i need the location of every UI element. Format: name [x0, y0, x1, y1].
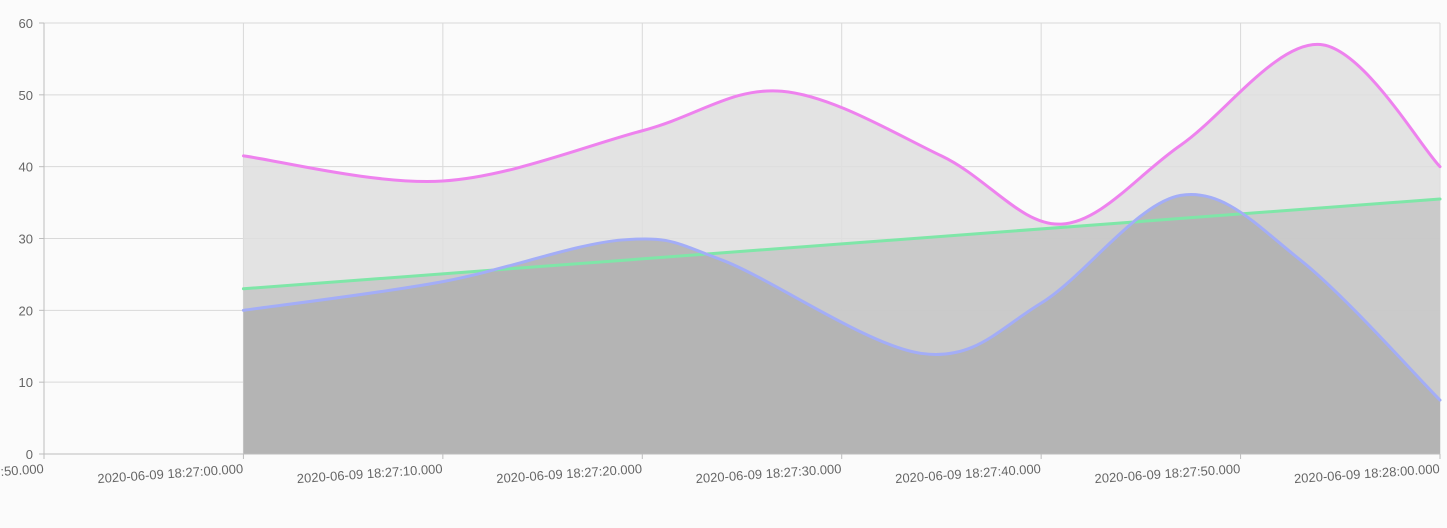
x-tick-label: 2020-06-09 18:27:30.000 — [695, 461, 842, 486]
y-tick-label: 50 — [19, 88, 33, 103]
series-areas — [243, 44, 1440, 454]
y-tick-label: 20 — [19, 303, 33, 318]
x-tick-label: 2020-06-09 18:27:20.000 — [496, 461, 643, 486]
series-1-line — [241, 43, 1442, 226]
y-tick-label: 0 — [26, 447, 33, 462]
y-tick-label: 60 — [19, 16, 33, 31]
series-lines — [241, 43, 1442, 402]
x-tick-label: 2020-06-09 18:27:40.000 — [895, 461, 1042, 486]
x-tick-label: 2020-06-09 18:26:50.000 — [0, 461, 44, 486]
y-tick-label: 10 — [19, 375, 33, 390]
x-tick-label: 2020-06-09 18:28:00.000 — [1294, 461, 1441, 486]
x-tick-label: 2020-06-09 18:27:00.000 — [97, 461, 244, 486]
axes — [43, 23, 1440, 455]
x-tick-label: 2020-06-09 18:27:50.000 — [1094, 461, 1241, 486]
y-tick-label: 40 — [19, 160, 33, 175]
series-3-area — [243, 194, 1440, 454]
series-3-line — [241, 193, 1442, 402]
y-tick-labels: 0 10 20 30 40 50 60 — [19, 16, 33, 462]
x-tick-label: 2020-06-09 18:27:10.000 — [296, 461, 443, 486]
x-tick-labels: 2020-06-09 18:26:50.000 2020-06-09 18:27:… — [0, 461, 1440, 486]
y-tick-label: 30 — [19, 232, 33, 247]
